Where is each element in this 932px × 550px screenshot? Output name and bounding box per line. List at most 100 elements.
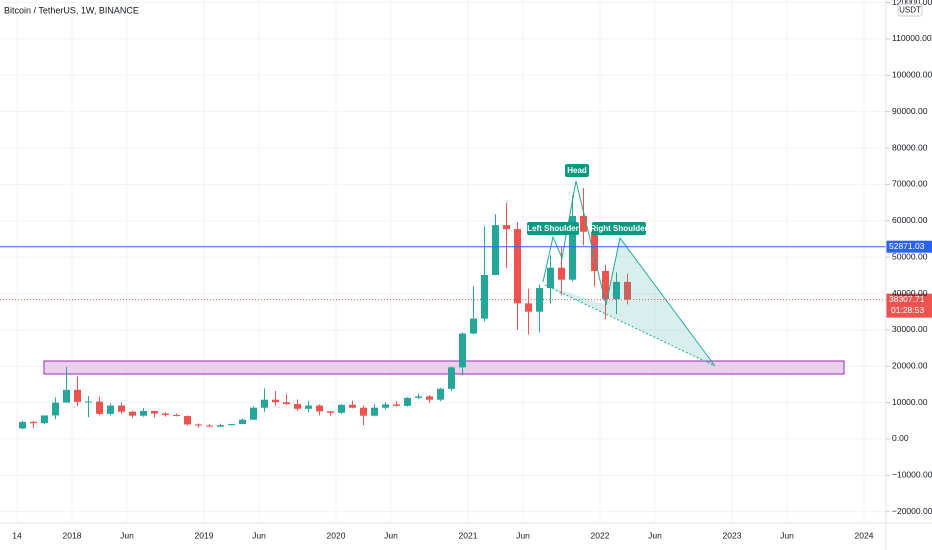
candle-body bbox=[184, 416, 191, 425]
pattern-edge bbox=[605, 236, 716, 367]
x-tick-label: Jun bbox=[648, 530, 662, 540]
candle-body bbox=[118, 405, 125, 412]
x-tick-label: 2021 bbox=[459, 530, 478, 540]
y-tick-label: 80000.00 bbox=[892, 142, 928, 152]
candle-body bbox=[74, 389, 81, 402]
candle-body bbox=[41, 415, 48, 424]
candle-body bbox=[283, 402, 290, 405]
y-tick-label: 90000.00 bbox=[892, 106, 928, 116]
currency-box bbox=[897, 3, 923, 17]
candle-body bbox=[558, 267, 565, 280]
annotation-right: Right Shoulder bbox=[590, 222, 648, 235]
y-tick-label: 0.00 bbox=[892, 433, 909, 443]
x-tick-label: Jun bbox=[780, 530, 794, 540]
candle-body bbox=[305, 405, 312, 409]
candle-body bbox=[525, 303, 532, 312]
currency: USDT bbox=[899, 6, 921, 15]
candle-body bbox=[591, 231, 598, 271]
candle-body bbox=[569, 216, 576, 280]
candle-body bbox=[547, 267, 554, 289]
y-tick-label: 110000.00 bbox=[892, 33, 932, 43]
x-tick-label: Jun bbox=[120, 530, 134, 540]
candle-body bbox=[195, 424, 202, 426]
candle-body bbox=[338, 404, 345, 413]
candle-body bbox=[481, 274, 488, 319]
candle-body bbox=[294, 404, 301, 409]
candle-body bbox=[327, 411, 334, 413]
candle-body bbox=[613, 281, 620, 299]
candle-body bbox=[140, 410, 147, 416]
annotation: Left Shoulder bbox=[527, 224, 579, 233]
candle-body bbox=[96, 401, 103, 414]
countdown: 01:28:53 bbox=[891, 305, 924, 315]
candle-body bbox=[173, 414, 180, 417]
y-tick-label: 70000.00 bbox=[892, 179, 928, 189]
annotation: Right Shoulder bbox=[590, 224, 647, 233]
candle-body bbox=[19, 421, 26, 429]
candle-body bbox=[129, 411, 136, 416]
candle-body bbox=[459, 333, 466, 368]
candle-body bbox=[272, 399, 279, 403]
candle-body bbox=[217, 425, 224, 427]
candle-body bbox=[415, 396, 422, 398]
support-zone bbox=[43, 360, 845, 375]
x-tick-label: 14 bbox=[12, 530, 22, 540]
neckline bbox=[544, 284, 716, 367]
candle-body bbox=[602, 270, 609, 299]
y-tick-label: 10000.00 bbox=[892, 397, 928, 407]
candle-body bbox=[206, 425, 213, 427]
candle-body bbox=[404, 397, 411, 406]
candle-body bbox=[382, 404, 389, 408]
y-tick-label: 20000.00 bbox=[892, 360, 928, 370]
level-label-box bbox=[886, 240, 932, 253]
y-tick-label: 50000.00 bbox=[892, 251, 928, 261]
candle-body bbox=[393, 404, 400, 406]
head-shoulders bbox=[542, 180, 607, 306]
level-label: 52871.03 bbox=[889, 241, 925, 251]
candle-body bbox=[52, 402, 59, 416]
x-tick-label: 2024 bbox=[855, 530, 874, 540]
x-tick-label: 2023 bbox=[723, 530, 742, 540]
candle-body bbox=[371, 407, 378, 416]
candle-body bbox=[580, 216, 587, 232]
candle-body bbox=[162, 413, 169, 415]
pattern-triangle bbox=[545, 238, 715, 366]
last-price-box bbox=[886, 293, 932, 318]
candle-body bbox=[536, 288, 543, 312]
chart-title: Bitcoin / TetherUS, 1W, BINANCE bbox=[4, 5, 139, 15]
candle-body bbox=[250, 407, 257, 420]
candle-body bbox=[85, 401, 92, 403]
candle-body bbox=[426, 396, 433, 400]
candle-body bbox=[624, 281, 631, 300]
x-tick-label: 2022 bbox=[591, 530, 610, 540]
candle-body bbox=[470, 318, 477, 334]
candle-body bbox=[228, 424, 235, 426]
candle-body bbox=[360, 407, 367, 416]
annotation-left: Left Shoulder bbox=[527, 222, 579, 235]
candle-body bbox=[514, 229, 521, 304]
x-tick-label: 2020 bbox=[327, 530, 346, 540]
annotation: Head bbox=[567, 166, 587, 175]
y-tick-label: 40000.00 bbox=[892, 288, 928, 298]
y-tick-label: 60000.00 bbox=[892, 215, 928, 225]
annotation-head: Head bbox=[565, 164, 589, 177]
y-tick-label: −20000.00 bbox=[892, 506, 932, 516]
candle-body bbox=[261, 399, 268, 408]
last-price-label: 38307.71 bbox=[889, 294, 925, 304]
x-tick-label: 2018 bbox=[63, 530, 82, 540]
x-tick-label: Jun bbox=[516, 530, 530, 540]
candle-body bbox=[349, 404, 356, 408]
candle-body bbox=[63, 389, 70, 403]
x-tick-label: Jun bbox=[252, 530, 266, 540]
candle-body bbox=[107, 405, 114, 414]
candle-body bbox=[151, 410, 158, 414]
candle-body bbox=[437, 388, 444, 400]
candle-body bbox=[239, 419, 246, 425]
candle-body bbox=[492, 225, 499, 275]
y-tick-label: 30000.00 bbox=[892, 324, 928, 334]
grid bbox=[0, 0, 886, 523]
candle-body bbox=[448, 367, 455, 389]
